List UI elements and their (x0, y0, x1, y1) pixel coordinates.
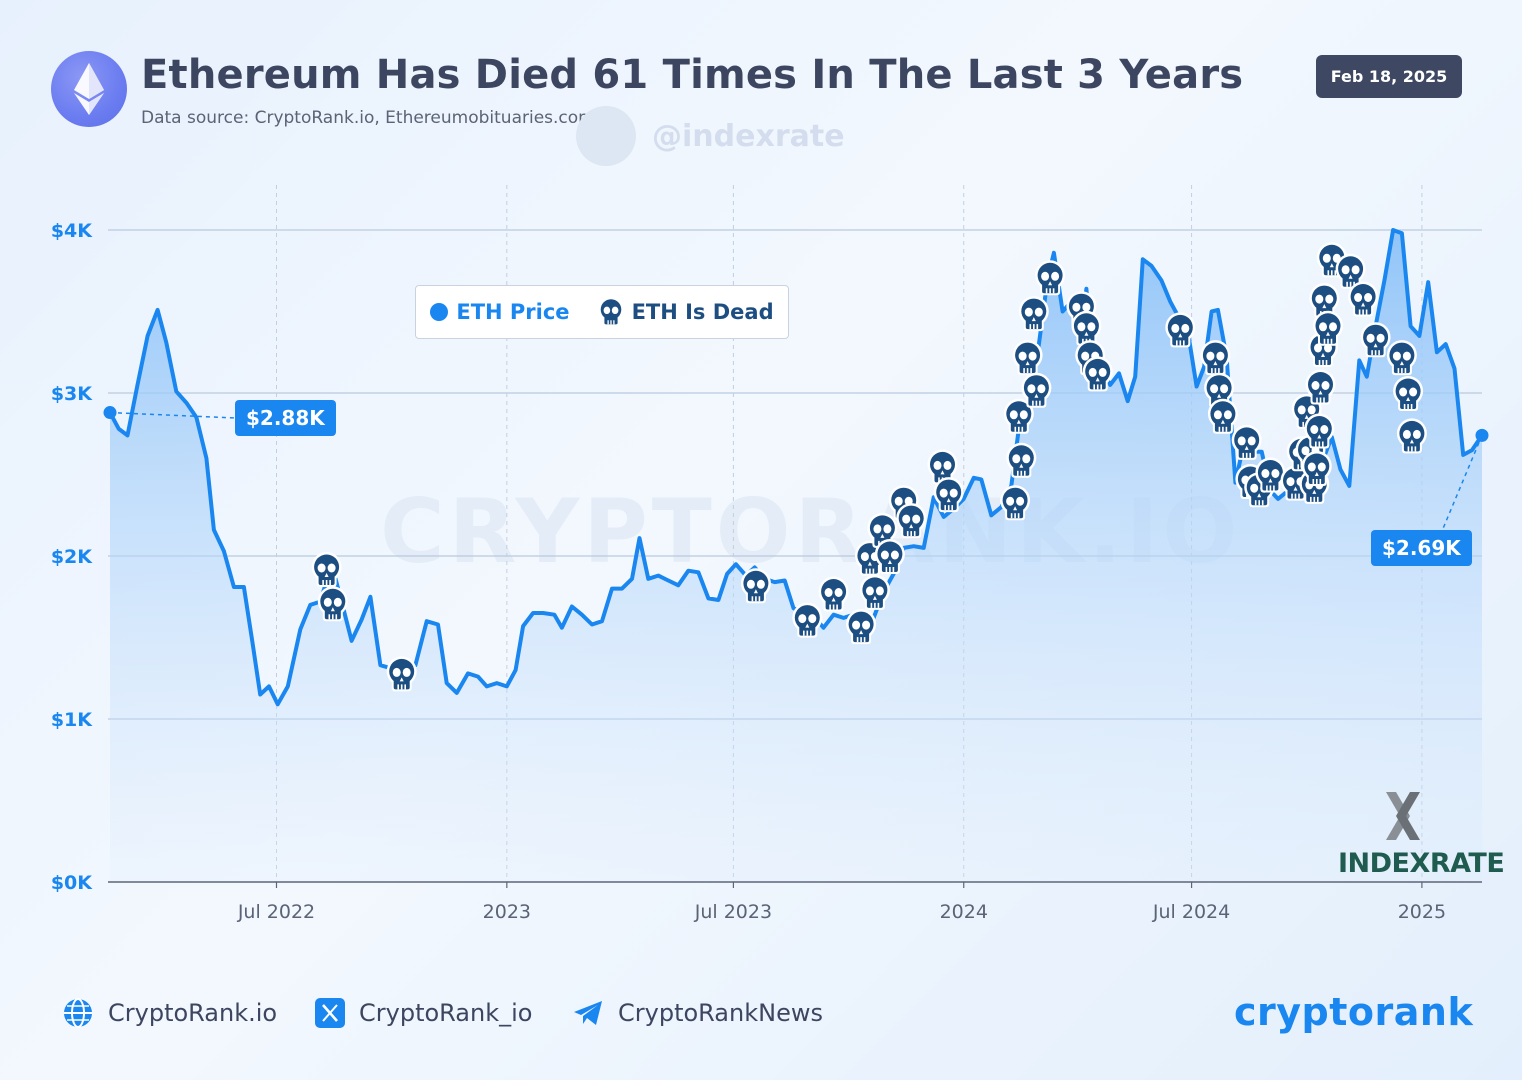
legend-price-label: ETH Price (456, 300, 570, 324)
price-area (110, 230, 1482, 882)
globe-icon (64, 998, 92, 1028)
date-badge: Feb 18, 2025 (1316, 55, 1462, 98)
telegram-icon (574, 1001, 602, 1025)
legend-dead-label: ETH Is Dead (631, 300, 774, 324)
data-source: Data source: CryptoRank.io, Ethereumobit… (141, 108, 595, 128)
ethereum-logo (51, 51, 127, 127)
x-tick-label: 2024 (940, 901, 988, 923)
y-tick-label: $0K (51, 872, 93, 894)
y-tick-label: $1K (51, 709, 93, 731)
cryptorank-logo: cryptorank (1234, 990, 1474, 1034)
footer-website[interactable]: CryptoRank.io (62, 996, 277, 1030)
legend-item-dead: ETH Is Dead (598, 298, 774, 326)
y-tick-label: $2K (51, 546, 93, 568)
footer-telegram[interactable]: CryptoRankNews (572, 996, 823, 1030)
indexrate-wordmark: INDEXRATE (1338, 848, 1505, 879)
footer-website-label: CryptoRank.io (108, 999, 278, 1027)
x-tick-label: Jul 2024 (1152, 901, 1230, 923)
start-price-callout: $2.88K (235, 400, 336, 436)
x-tick-label: 2025 (1398, 901, 1446, 923)
indexrate-logo: INDEXRATE (1338, 788, 1505, 882)
chart-legend: ETH Price ETH Is Dead (415, 285, 789, 339)
footer-twitter-label: CryptoRank_io (359, 999, 533, 1027)
end-price-callout: $2.69K (1371, 530, 1472, 566)
skull-icon (895, 502, 928, 539)
telegram-watermark-icon (576, 106, 636, 166)
price-area-fill (110, 230, 1482, 882)
watermark-handle: @indexrate (652, 118, 845, 154)
end-callout-connector (1441, 435, 1483, 532)
skull-icon (600, 299, 621, 325)
legend-item-price: ETH Price (430, 300, 570, 324)
ethereum-diamond-icon (74, 63, 104, 115)
callout-connectors (109, 411, 1483, 532)
y-tick-label: $3K (51, 383, 93, 405)
start-callout-connector (109, 411, 237, 419)
footer-telegram-label: CryptoRankNews (618, 999, 823, 1027)
x-tick-label: Jul 2022 (237, 901, 315, 923)
x-tick-label: Jul 2023 (694, 901, 772, 923)
telegram-watermark: @indexrate (576, 106, 845, 166)
x-tick-label: 2023 (483, 901, 531, 923)
indexrate-mark-icon (1386, 792, 1420, 840)
skull-icon (817, 575, 850, 613)
axes: $0K $1K $2K $3K $4K Jul 2022 2023 Jul 2023 2024 J… (51, 220, 1482, 923)
legend-dot-icon (430, 303, 449, 321)
skull-icon (1347, 280, 1379, 318)
page-title: Ethereum Has Died 61 Times In The Last 3… (141, 52, 1244, 98)
y-tick-label: $4K (51, 220, 93, 242)
x-twitter-icon (315, 998, 345, 1028)
footer-twitter[interactable]: CryptoRank_io (315, 996, 532, 1030)
